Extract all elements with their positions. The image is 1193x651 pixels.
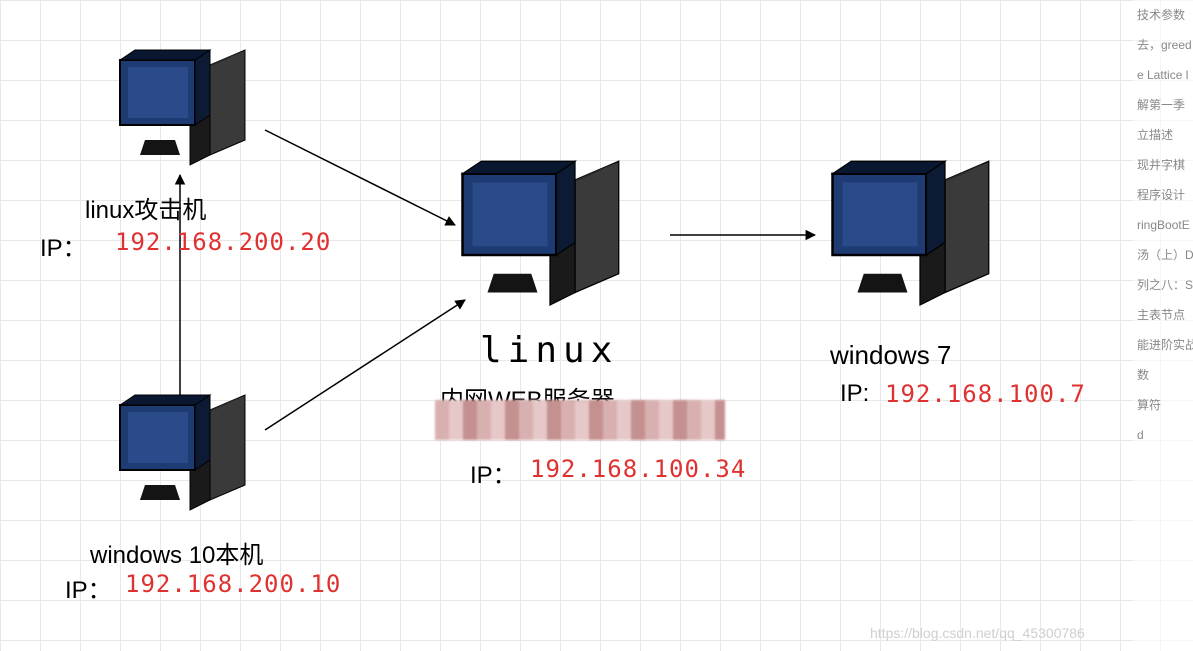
computer-icon: [110, 390, 260, 520]
label-attacker-1: IP：: [40, 228, 87, 263]
sidebar-snippet: 算符: [1137, 390, 1193, 420]
sidebar-snippet: 数: [1137, 360, 1193, 390]
sidebar-snippet: 现井字棋: [1137, 150, 1193, 180]
sidebar-snippet: 立描述: [1137, 120, 1193, 150]
label-attacker-0: linux攻击机: [85, 190, 206, 225]
node-win7: [820, 155, 1008, 318]
label-win10-2: 192.168.200.10: [125, 570, 341, 598]
label-attacker-2: 192.168.200.20: [115, 228, 331, 256]
computer-icon: [450, 155, 638, 318]
sidebar-snippet: ringBootE: [1137, 210, 1193, 240]
sidebar-snippet: 列之八：S: [1137, 270, 1193, 300]
sidebar-snippet: d: [1137, 420, 1193, 450]
sidebar-snippet: 汤（上）D: [1137, 240, 1193, 270]
label-web-3: 192.168.100.34: [530, 455, 746, 483]
label-win7-2: 192.168.100.7: [885, 380, 1086, 408]
node-win10: [110, 390, 260, 520]
label-win7-1: IP:: [840, 380, 869, 408]
censor-block: [435, 400, 725, 440]
diagram-canvas: linux攻击机IP：192.168.200.20 linux内网WEB服务器I…: [0, 0, 1193, 651]
sidebar-snippet: 能进阶实战: [1137, 330, 1193, 360]
label-web-0: linux: [480, 330, 618, 371]
watermark: https://blog.csdn.net/qq_45300786: [870, 625, 1085, 641]
sidebar-snippet: e Lattice l: [1137, 60, 1193, 90]
sidebar-snippet: 主表节点: [1137, 300, 1193, 330]
label-win10-0: windows 10本机: [90, 535, 263, 570]
node-attacker: [110, 45, 260, 175]
sidebar-snippets: 技术参数去，greede Lattice l解第一季立描述现井字棋程序设计rin…: [1133, 0, 1193, 651]
sidebar-snippet: 程序设计: [1137, 180, 1193, 210]
node-web: [450, 155, 638, 318]
label-win10-1: IP：: [65, 570, 112, 605]
edge-attacker-web: [265, 130, 455, 225]
computer-icon: [110, 45, 260, 175]
label-web-2: IP：: [470, 455, 517, 490]
sidebar-snippet: 去，greed: [1137, 30, 1193, 60]
sidebar-snippet: 解第一季: [1137, 90, 1193, 120]
sidebar-snippet: 技术参数: [1137, 0, 1193, 30]
label-win7-0: windows 7: [830, 340, 951, 371]
computer-icon: [820, 155, 1008, 318]
